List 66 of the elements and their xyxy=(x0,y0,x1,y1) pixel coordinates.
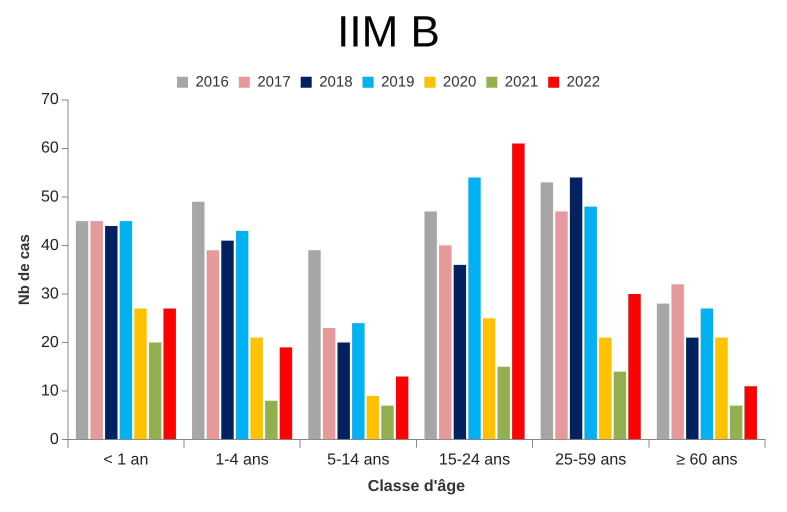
bar xyxy=(76,221,88,440)
bar xyxy=(468,177,481,440)
bar xyxy=(614,372,626,440)
bar xyxy=(700,308,714,440)
x-tick-label: 25-59 ans xyxy=(555,452,626,469)
bar xyxy=(337,342,350,440)
x-axis-title: Classe d'âge xyxy=(368,478,466,495)
bar xyxy=(686,338,698,440)
bar xyxy=(715,338,728,440)
legend-label: 2017 xyxy=(257,73,291,90)
bar xyxy=(555,211,568,440)
bar xyxy=(540,182,554,440)
legend-label: 2019 xyxy=(381,73,414,90)
bar xyxy=(381,406,394,440)
bar xyxy=(396,376,408,440)
bar xyxy=(454,264,466,440)
bar xyxy=(148,342,162,440)
x-tick-label: 15-24 ans xyxy=(438,452,510,469)
bar xyxy=(192,202,204,440)
y-tick-label: 30 xyxy=(41,285,59,302)
bar xyxy=(744,386,757,440)
bar xyxy=(730,406,742,440)
y-tick-label: 10 xyxy=(41,382,59,400)
bar xyxy=(265,400,278,440)
bar xyxy=(424,211,437,440)
y-tick-label: 0 xyxy=(50,431,59,448)
legend-label: 2021 xyxy=(504,73,538,90)
bar xyxy=(498,366,510,440)
y-tick-label: 60 xyxy=(41,140,59,157)
bar xyxy=(570,177,582,440)
bar xyxy=(352,323,365,440)
bar xyxy=(439,245,452,440)
bar xyxy=(308,250,321,440)
bar xyxy=(164,308,176,440)
y-tick-label: 70 xyxy=(41,91,59,108)
bar xyxy=(206,250,220,440)
bar xyxy=(250,338,263,440)
legend-label: 2020 xyxy=(442,73,476,90)
bar xyxy=(105,226,118,440)
x-tick-label: 5-14 ans xyxy=(327,452,390,469)
chart-title: IIM B xyxy=(337,8,440,57)
bar xyxy=(322,328,336,440)
bar xyxy=(120,221,132,440)
y-tick-label: 40 xyxy=(41,236,59,254)
y-tick-label: 50 xyxy=(41,188,59,206)
x-tick-label: 1-4 ans xyxy=(215,452,269,469)
bar xyxy=(512,143,525,440)
bar xyxy=(656,304,670,440)
bar xyxy=(366,396,380,440)
legend-label: 2018 xyxy=(319,73,353,90)
y-axis-title: Nb de cas xyxy=(16,234,34,306)
legend-label: 2022 xyxy=(566,73,600,90)
bar xyxy=(90,221,103,440)
bar xyxy=(221,240,234,440)
bar xyxy=(482,318,496,440)
bar xyxy=(599,338,612,440)
bar xyxy=(628,294,641,440)
x-tick-label: ≥ 60 ans xyxy=(676,452,738,469)
bar xyxy=(134,308,147,440)
bar xyxy=(280,347,292,440)
bar xyxy=(671,284,684,440)
legend-label: 2016 xyxy=(195,73,229,90)
bar xyxy=(236,230,248,440)
bar xyxy=(584,206,597,440)
y-tick-label: 20 xyxy=(41,334,59,351)
x-tick-label: < 1 an xyxy=(103,452,148,469)
